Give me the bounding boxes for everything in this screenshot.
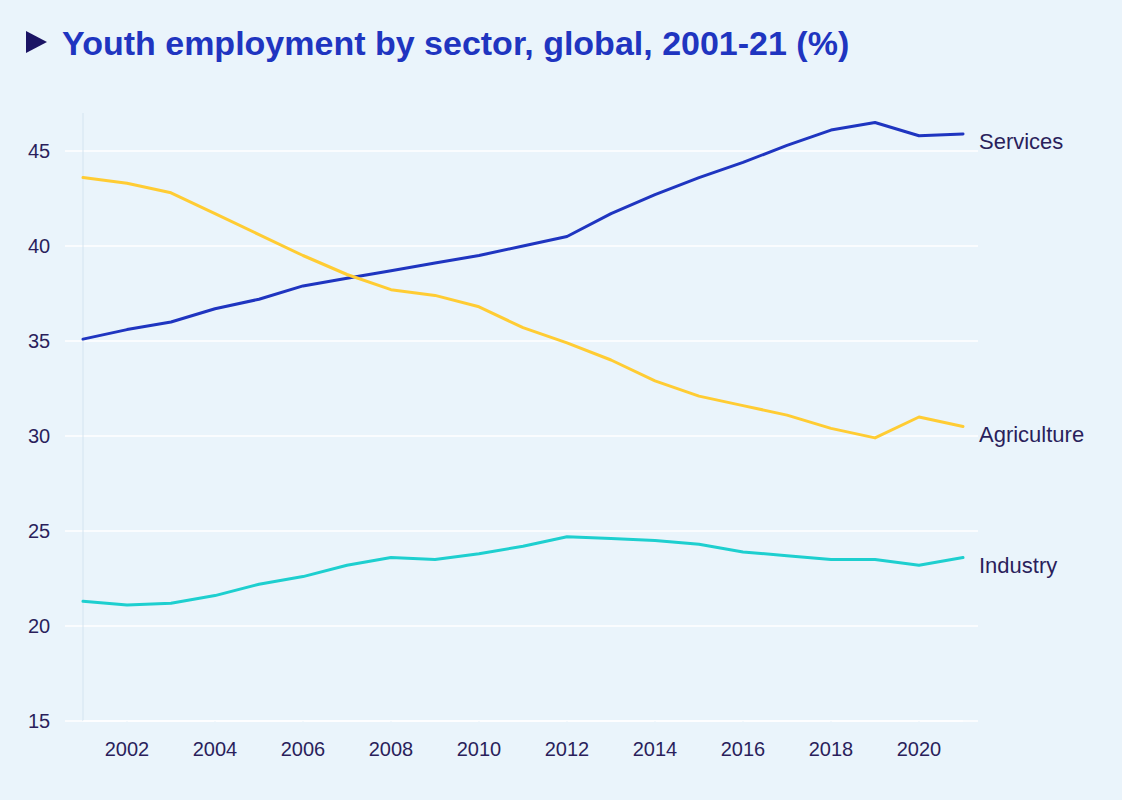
grid-line: [65, 150, 978, 152]
series-line: [83, 178, 963, 438]
x-tick: [655, 721, 656, 725]
x-tick-label: 2018: [809, 738, 854, 760]
x-tick-label: 2006: [281, 738, 326, 760]
x-tick-label: 2008: [369, 738, 414, 760]
series-label: Agriculture: [979, 422, 1084, 447]
lines: [83, 123, 963, 606]
x-tick-label: 2002: [105, 738, 150, 760]
grid-line: [65, 625, 978, 627]
y-tick-label: 35: [28, 330, 50, 352]
chart: Youth employment by sector, global, 2001…: [0, 0, 1122, 800]
x-tick: [215, 721, 216, 725]
x-tick-label: 2010: [457, 738, 502, 760]
x-tick: [303, 721, 304, 725]
grid: [65, 151, 978, 721]
x-tick-label: 2016: [721, 738, 766, 760]
y-axis-line: [83, 113, 84, 721]
x-tick-label: 2004: [193, 738, 238, 760]
x-tick: [391, 721, 392, 725]
grid-line: [65, 720, 978, 722]
background: [0, 0, 1122, 800]
series-label: Services: [979, 129, 1063, 154]
page: {"chart_data": { "type": "line", "title"…: [0, 0, 1122, 800]
y-tick-label: 15: [28, 710, 50, 732]
y-tick-label: 25: [28, 520, 50, 542]
grid-line: [65, 530, 978, 532]
x-tick: [479, 721, 480, 725]
title-marker: [26, 31, 47, 53]
y-tick-label: 20: [28, 615, 50, 637]
x-tick-label: 2012: [545, 738, 590, 760]
x-tick: [127, 721, 128, 725]
series-label: Industry: [979, 553, 1057, 578]
x-tick-label: 2020: [897, 738, 942, 760]
grid-line: [65, 340, 978, 342]
series-line: [83, 123, 963, 340]
y-tick-label: 40: [28, 235, 50, 257]
x-tick: [743, 721, 744, 725]
y-tick-label: 30: [28, 425, 50, 447]
x-tick: [831, 721, 832, 725]
y-tick-label: 45: [28, 140, 50, 162]
grid-line: [65, 435, 978, 437]
series-line: [83, 537, 963, 605]
x-tick-label: 2014: [633, 738, 678, 760]
x-tick: [567, 721, 568, 725]
x-tick: [919, 721, 920, 725]
title: Youth employment by sector, global, 2001…: [62, 24, 849, 62]
